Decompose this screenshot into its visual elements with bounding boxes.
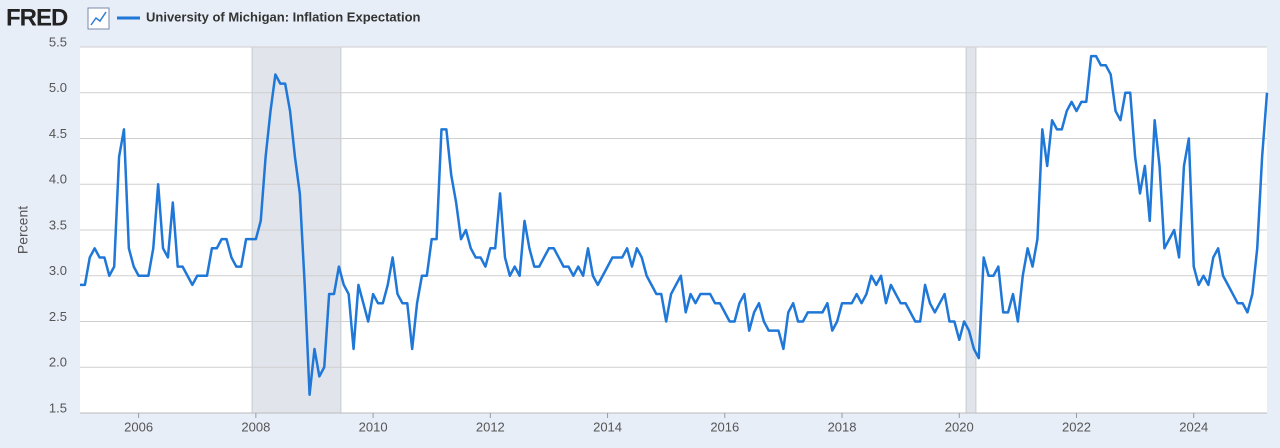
- x-tick-label: 2022: [1062, 419, 1091, 434]
- y-axis-label: Percent: [15, 206, 31, 254]
- y-tick-label: 3.5: [49, 217, 67, 232]
- x-tick-label: 2010: [359, 419, 388, 434]
- x-tick-label: 2008: [241, 419, 270, 434]
- y-tick-label: 4.5: [49, 126, 67, 141]
- y-tick-label: 5.0: [49, 80, 67, 95]
- y-tick-label: 1.5: [49, 400, 67, 415]
- fred-logo[interactable]: FRED: [6, 4, 69, 31]
- x-tick-label: 2020: [945, 419, 974, 434]
- y-tick-label: 2.5: [49, 309, 67, 324]
- x-tick-label: 2024: [1179, 419, 1208, 434]
- series-line: [80, 54, 1269, 396]
- x-tick-label: 2018: [828, 419, 857, 434]
- y-tick-label: 2.0: [49, 355, 67, 370]
- logo-icon: [87, 7, 110, 30]
- legend-label[interactable]: University of Michigan: Inflation Expect…: [146, 9, 421, 24]
- x-tick-label: 2014: [593, 419, 622, 434]
- y-tick-label: 5.5: [49, 34, 67, 49]
- x-tick-label: 2012: [476, 419, 505, 434]
- x-tick-label: 2006: [124, 419, 153, 434]
- x-tick-label: 2016: [710, 419, 739, 434]
- y-tick-label: 4.0: [49, 172, 67, 187]
- y-tick-label: 3.0: [49, 263, 67, 278]
